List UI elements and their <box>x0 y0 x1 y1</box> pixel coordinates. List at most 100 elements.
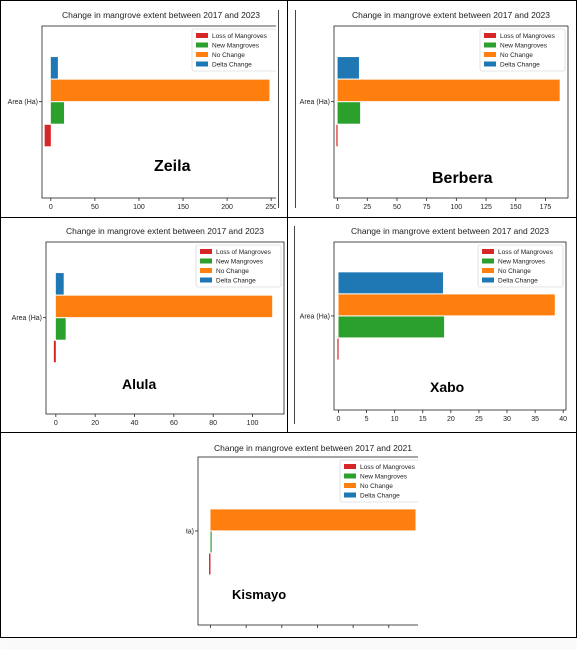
legend-label: New Mangroves <box>360 474 408 481</box>
legend-swatch <box>200 277 212 283</box>
x-tick-label: 0 <box>54 420 58 427</box>
legend-label: No Change <box>212 52 245 59</box>
legend-swatch <box>482 268 494 273</box>
chart-svg: Change in mangrove extent between 2017 a… <box>8 10 276 211</box>
legend-swatch <box>484 61 496 67</box>
x-tick-label: 5 <box>365 416 369 423</box>
legend-label: No Change <box>498 268 531 275</box>
legend-swatch <box>200 249 212 254</box>
legend-label: New Mangroves <box>212 43 260 50</box>
chart-panel-zeila: Change in mangrove extent between 2017 a… <box>4 8 276 212</box>
legend-swatch <box>196 52 208 57</box>
bar-new-mangroves <box>210 531 212 553</box>
x-tick-label: 60 <box>170 420 178 427</box>
chart-panel-kismayo: Change in mangrove extent between 2017 a… <box>186 440 418 630</box>
chart-svg: Change in mangrove extent between 2017 a… <box>300 226 568 423</box>
x-tick-label: 100 <box>247 420 259 427</box>
chart-panel-alula: Change in mangrove extent between 2017 a… <box>4 224 290 428</box>
legend-swatch <box>482 258 494 264</box>
bar-loss-of-mangroves <box>53 340 56 363</box>
legend-swatch <box>482 249 494 254</box>
legend-label: Delta Change <box>360 493 400 500</box>
legend <box>195 244 282 288</box>
x-tick-label: 20 <box>91 420 99 427</box>
bar-delta-change <box>338 272 443 294</box>
bar-loss-of-mangroves <box>336 124 338 147</box>
x-tick-label: 0 <box>336 204 340 211</box>
city-annotation: Kismayo <box>232 587 286 602</box>
legend-swatch <box>196 33 208 38</box>
x-tick-label: 0 <box>49 204 53 211</box>
legend-label: Delta Change <box>216 278 256 285</box>
legend-swatch <box>484 33 496 38</box>
legend-label: Loss of Mangroves <box>500 33 556 40</box>
x-tick-label: 75 <box>423 204 431 211</box>
legend <box>339 459 418 503</box>
legend-swatch <box>196 42 208 48</box>
x-tick-label: 50 <box>393 204 401 211</box>
x-tick-label: 30 <box>503 416 511 423</box>
legend-swatch <box>344 473 356 479</box>
x-tick-label: 40 <box>131 420 139 427</box>
y-axis-label: Area (Ha) <box>12 315 42 322</box>
x-tick-label: 15 <box>419 416 427 423</box>
legend <box>191 28 276 72</box>
bar-no-change <box>55 295 273 318</box>
legend <box>477 244 564 288</box>
bar-no-change <box>50 79 270 102</box>
chart-panel-berbera: Change in mangrove extent between 2017 a… <box>296 8 572 212</box>
x-tick-label: 200 <box>221 204 233 211</box>
x-tick-label: 25 <box>475 416 483 423</box>
x-tick-label: 125 <box>480 204 492 211</box>
legend-label: New Mangroves <box>498 259 546 266</box>
x-tick-label: 250 <box>265 204 276 211</box>
x-tick-label: 175 <box>540 204 552 211</box>
x-tick-label: 150 <box>510 204 522 211</box>
chart-svg: Change in mangrove extent between 2017 a… <box>186 443 418 628</box>
city-annotation: Xabo <box>430 379 464 395</box>
chart-title: Change in mangrove extent between 2017 a… <box>352 10 550 20</box>
legend-swatch <box>344 483 356 488</box>
chart-title: Change in mangrove extent between 2017 a… <box>351 226 549 236</box>
bar-loss-of-mangroves <box>209 553 211 575</box>
x-tick-label: 150 <box>177 204 189 211</box>
legend-label: Delta Change <box>212 62 252 69</box>
legend-swatch <box>344 492 356 498</box>
x-tick-label: 100 <box>451 204 463 211</box>
legend-label: No Change <box>500 52 533 59</box>
bar-new-mangroves <box>337 102 361 124</box>
bar-loss-of-mangroves <box>44 124 51 147</box>
bar-delta-change <box>55 273 64 295</box>
city-annotation: Berbera <box>432 170 493 187</box>
legend-label: New Mangroves <box>216 259 264 266</box>
legend-label: Delta Change <box>498 278 538 285</box>
legend-swatch <box>344 464 356 469</box>
x-tick-label: 80 <box>209 420 217 427</box>
legend-label: No Change <box>360 483 393 490</box>
x-tick-label: 25 <box>363 204 371 211</box>
chart-panel-xabo: Change in mangrove extent between 2017 a… <box>298 224 574 428</box>
bar-new-mangroves <box>338 316 445 338</box>
legend-swatch <box>200 258 212 264</box>
x-tick-label: 50 <box>91 204 99 211</box>
chart-title: Change in mangrove extent between 2017 a… <box>66 226 264 236</box>
legend-swatch <box>484 42 496 48</box>
bar-loss-of-mangroves <box>337 338 339 360</box>
bar-no-change <box>210 509 416 531</box>
x-tick-label: 40 <box>559 416 567 423</box>
bar-new-mangroves <box>55 318 66 340</box>
chart-title: Change in mangrove extent between 2017 a… <box>214 443 412 453</box>
x-tick-label: 100 <box>133 204 145 211</box>
chart-title: Change in mangrove extent between 2017 a… <box>62 10 260 20</box>
legend-label: Loss of Mangroves <box>216 249 272 256</box>
bar-no-change <box>337 79 560 102</box>
bar-delta-change <box>337 57 359 79</box>
legend <box>479 28 566 72</box>
bar-new-mangroves <box>50 102 65 124</box>
legend-label: New Mangroves <box>500 43 548 50</box>
bar-no-change <box>338 294 555 316</box>
legend-swatch <box>200 268 212 273</box>
legend-swatch <box>196 61 208 67</box>
x-tick-label: 35 <box>531 416 539 423</box>
chart-svg: Change in mangrove extent between 2017 a… <box>300 10 569 211</box>
